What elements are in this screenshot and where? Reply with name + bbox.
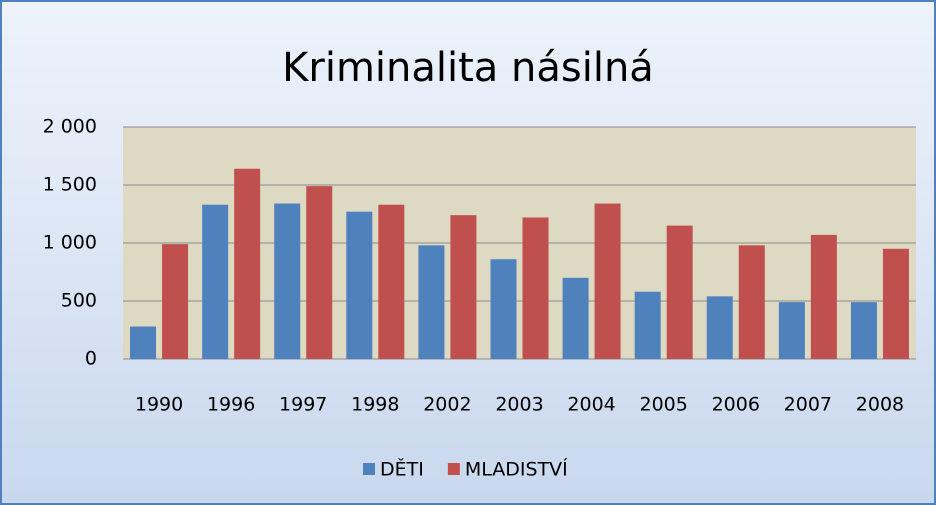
- bar: [778, 302, 805, 359]
- x-tick-label: 2004: [567, 394, 615, 416]
- y-tick-label: 1 500: [43, 174, 97, 196]
- bar: [522, 217, 549, 359]
- x-tick-label: 1990: [135, 394, 183, 416]
- legend-label: DĚTI: [380, 458, 424, 481]
- bar: [706, 296, 733, 359]
- x-tick-label: 2007: [784, 394, 832, 416]
- bar: [810, 234, 837, 359]
- bar: [450, 215, 477, 359]
- x-tick-label: 2003: [495, 394, 543, 416]
- bar: [346, 211, 373, 359]
- bar: [162, 244, 189, 359]
- bar: [634, 291, 661, 359]
- bar: [666, 225, 693, 359]
- bar: [418, 245, 445, 359]
- y-tick-label: 500: [61, 290, 97, 312]
- bar: [738, 245, 765, 359]
- x-tick-label: 1996: [207, 394, 255, 416]
- bar: [378, 204, 405, 359]
- bar: [274, 203, 301, 359]
- bar: [234, 168, 261, 359]
- bar: [850, 302, 877, 359]
- y-tick-label: 2 000: [43, 116, 97, 138]
- y-tick-label: 0: [85, 348, 97, 370]
- x-tick-label: 2008: [856, 394, 904, 416]
- bar: [594, 203, 621, 359]
- x-tick-label: 2005: [640, 394, 688, 416]
- x-tick-label: 2006: [712, 394, 760, 416]
- legend-swatch: [363, 463, 375, 475]
- legend-swatch: [447, 463, 460, 475]
- chart-title: Kriminalita násilná: [282, 45, 654, 91]
- x-tick-label: 2002: [423, 394, 471, 416]
- y-tick-label: 1 000: [43, 232, 97, 254]
- bar: [562, 277, 589, 359]
- bar: [882, 248, 909, 359]
- bar: [306, 186, 333, 359]
- bar: [130, 326, 157, 359]
- bar: [202, 204, 229, 359]
- bar: [490, 259, 517, 359]
- x-tick-label: 1998: [351, 394, 399, 416]
- legend-label: MLADISTVÍ: [465, 458, 568, 481]
- x-tick-label: 1997: [279, 394, 327, 416]
